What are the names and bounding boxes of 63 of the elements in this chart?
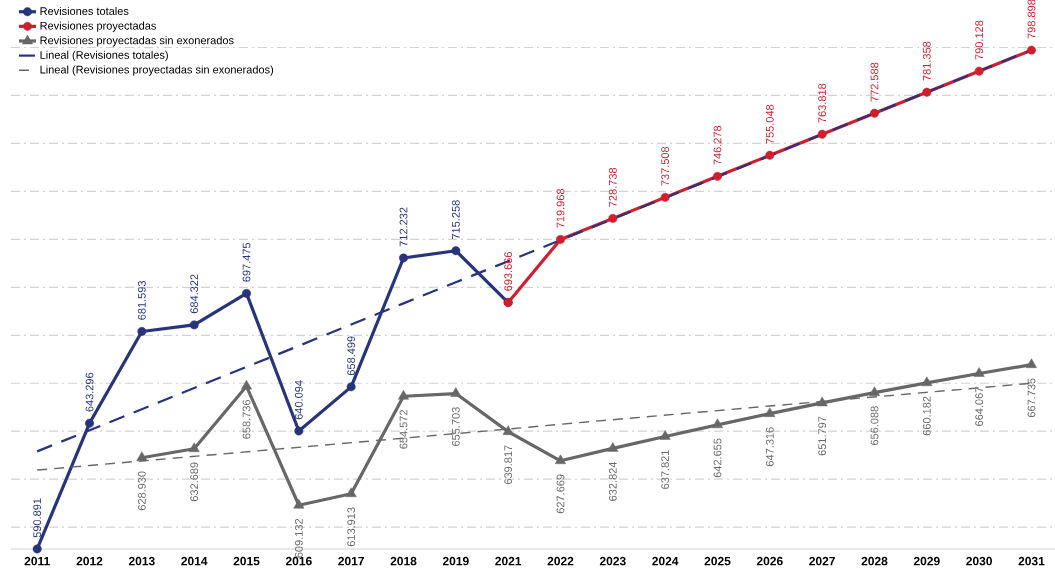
data-label: 632.689: [190, 462, 199, 502]
data-label: 772.588: [870, 62, 879, 102]
x-tick-label: 2024: [652, 556, 679, 566]
data-label: 755.048: [765, 104, 774, 144]
data-label: 798.898: [1027, 0, 1036, 39]
x-tick-label: 2022: [547, 556, 574, 566]
data-label: 667.735: [1027, 378, 1036, 418]
data-label: 684.322: [190, 274, 199, 314]
x-tick-label: 2025: [704, 556, 731, 566]
x-tick-label: 2019: [442, 556, 469, 566]
data-label: 654.572: [399, 410, 408, 449]
data-label: 651.797: [818, 416, 827, 456]
x-tick-label: 2011: [24, 556, 50, 566]
data-label: 613.913: [347, 507, 356, 547]
data-label: 681.593: [137, 281, 146, 320]
data-label: 658.736: [242, 399, 251, 439]
data-label: 660.182: [922, 396, 931, 436]
x-tick-label: 2029: [913, 556, 940, 566]
data-label: 640.094: [294, 380, 303, 420]
x-tick-label: 2021: [495, 556, 522, 566]
x-tick-label: 2027: [809, 556, 835, 566]
legend-label: Revisiones proyectadas: [40, 21, 156, 32]
data-label: 697.475: [242, 242, 251, 282]
x-tick-label: 2015: [233, 556, 260, 566]
data-label: 763.818: [818, 83, 827, 123]
x-tick-label: 2012: [76, 556, 103, 566]
data-label: 715.258: [451, 200, 460, 239]
data-label: 790.128: [975, 20, 984, 60]
data-label: 746.278: [713, 125, 722, 165]
x-tick-label: 2030: [966, 556, 992, 566]
legend-label: Lineal (Revisiones proyectadas sin exonerados): [40, 65, 274, 76]
data-label: 590.891: [33, 498, 42, 538]
data-label: 664.067: [975, 387, 984, 426]
x-tick-label: 2017: [338, 556, 364, 566]
data-label: 637.821: [661, 450, 670, 489]
x-tick-label: 2016: [285, 556, 312, 566]
data-label: 643.296: [85, 372, 94, 412]
data-label: 627.669: [556, 474, 565, 514]
legend-label: Revisiones totales: [40, 6, 129, 16]
x-tick-label: 2031: [1018, 556, 1045, 566]
data-label: 712.232: [399, 207, 408, 247]
data-label: 781.358: [922, 41, 931, 81]
data-label: 658.499: [347, 336, 356, 376]
data-label: 628.930: [137, 471, 146, 511]
data-label: 647.316: [765, 427, 774, 467]
data-label: 642.655: [713, 438, 722, 478]
data-label: 693.666: [504, 252, 513, 291]
data-label: 655.703: [451, 407, 460, 446]
data-label: 719.968: [556, 188, 565, 228]
legend-label: Lineal (Revisiones totales): [40, 50, 168, 62]
x-tick-label: 2023: [599, 556, 626, 566]
data-label: 609.132: [294, 519, 303, 558]
data-label: 656.088: [870, 406, 879, 446]
data-label: 737.508: [661, 146, 670, 186]
data-label: 639.817: [504, 445, 513, 485]
x-tick-label: 2018: [390, 556, 417, 566]
legend-label: Revisiones proyectadas sin exonerados: [40, 36, 234, 47]
x-tick-label: 2028: [861, 556, 888, 566]
x-tick-label: 2026: [756, 556, 783, 566]
x-tick-label: 2013: [128, 556, 155, 566]
x-tick-label: 2014: [181, 556, 208, 566]
data-label: 632.824: [608, 461, 617, 501]
data-label: 728.738: [608, 167, 617, 207]
